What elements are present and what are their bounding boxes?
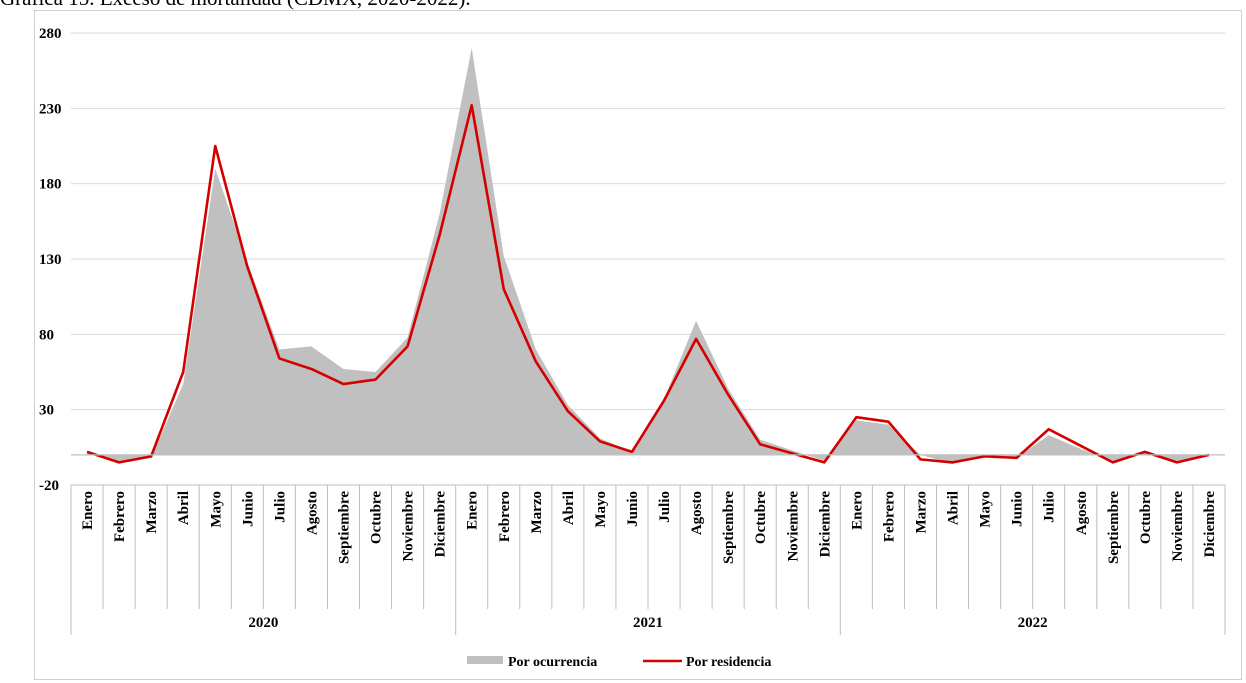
x-tick-label: Febrero bbox=[112, 491, 128, 542]
y-tick-label: 180 bbox=[39, 177, 62, 193]
x-tick-label: Julio bbox=[657, 491, 673, 523]
x-tick-label: Junio bbox=[240, 491, 256, 527]
x-group-label: 2020 bbox=[248, 615, 278, 631]
line-series-layer bbox=[86, 104, 1210, 464]
x-tick-label: Agosto bbox=[689, 491, 705, 535]
x-tick-label: Febrero bbox=[881, 491, 897, 542]
x-tick-label: Octubre bbox=[369, 491, 385, 544]
x-tick-label: Mayo bbox=[978, 491, 994, 528]
x-tick-label: Octubre bbox=[1138, 491, 1154, 544]
x-tick-label: Septiembre bbox=[1106, 491, 1122, 564]
x-tick-label: Enero bbox=[465, 491, 481, 530]
x-tick-label: Marzo bbox=[913, 491, 929, 533]
x-tick-label: Enero bbox=[80, 491, 96, 530]
x-tick-label: Enero bbox=[849, 491, 865, 530]
x-tick-label: Julio bbox=[1042, 491, 1058, 523]
x-tick-label: Agosto bbox=[1074, 491, 1090, 535]
legend: Por ocurrencia Por residencia bbox=[467, 655, 771, 670]
chart-caption: Gráfica 15. Exceso de mortalidad (CDMX, … bbox=[0, 0, 471, 10]
x-tick-label: Junio bbox=[625, 491, 641, 527]
series-por-residencia-line bbox=[86, 104, 1210, 464]
x-axis bbox=[70, 454, 1226, 635]
x-tick-label: Abril bbox=[176, 491, 192, 525]
x-group-label: 2021 bbox=[633, 615, 663, 631]
x-tick-label: Mayo bbox=[593, 491, 609, 528]
x-tick-label: Abril bbox=[946, 491, 962, 525]
x-tick-label: Diciembre bbox=[433, 491, 449, 558]
y-tick-label: 280 bbox=[39, 26, 62, 42]
excess-mortality-chart: -20 30 80 130 180 230 280 Enero Febrero Marzo Abr… bbox=[39, 26, 1226, 670]
legend-label-ocurrencia: Por ocurrencia bbox=[508, 655, 597, 670]
x-tick-label: Febrero bbox=[497, 491, 513, 542]
x-tick-label: Agosto bbox=[304, 491, 320, 535]
x-tick-label: Marzo bbox=[529, 491, 545, 533]
x-tick-label: Abril bbox=[561, 491, 577, 525]
y-tick-label: 230 bbox=[39, 101, 62, 117]
x-tick-label: Septiembre bbox=[336, 491, 352, 564]
legend-swatch-ocurrencia bbox=[467, 656, 503, 664]
x-group-label: 2022 bbox=[1018, 615, 1048, 631]
x-tick-label: Diciembre bbox=[1202, 491, 1218, 558]
area-series-layer bbox=[87, 48, 1209, 464]
y-axis-ticks: -20 30 80 130 180 230 280 bbox=[39, 26, 62, 494]
y-tick-label: 30 bbox=[39, 403, 54, 419]
x-tick-label: Noviembre bbox=[785, 491, 801, 562]
y-tick-label: 130 bbox=[39, 252, 62, 268]
series-por-ocurrencia-area bbox=[87, 48, 1209, 464]
y-tick-label: -20 bbox=[39, 478, 59, 494]
x-tick-label: Julio bbox=[272, 491, 288, 523]
x-tick-label: Noviembre bbox=[1170, 491, 1186, 562]
x-tick-label: Marzo bbox=[144, 491, 160, 533]
legend-label-residencia: Por residencia bbox=[686, 655, 771, 670]
x-tick-label: Noviembre bbox=[401, 491, 417, 562]
x-tick-label: Octubre bbox=[753, 491, 769, 544]
x-axis-month-labels: Enero Febrero Marzo Abril Mayo Junio Julio Agos… bbox=[80, 491, 1218, 564]
chart-frame: -20 30 80 130 180 230 280 Enero Febrero Marzo Abr… bbox=[34, 10, 1242, 680]
x-tick-label: Junio bbox=[1010, 491, 1026, 527]
x-tick-label: Mayo bbox=[208, 491, 224, 528]
x-tick-label: Septiembre bbox=[721, 491, 737, 564]
x-tick-label: Diciembre bbox=[817, 491, 833, 558]
y-tick-label: 80 bbox=[39, 327, 54, 343]
x-axis-year-labels: 2020 2021 2022 bbox=[248, 615, 1047, 631]
